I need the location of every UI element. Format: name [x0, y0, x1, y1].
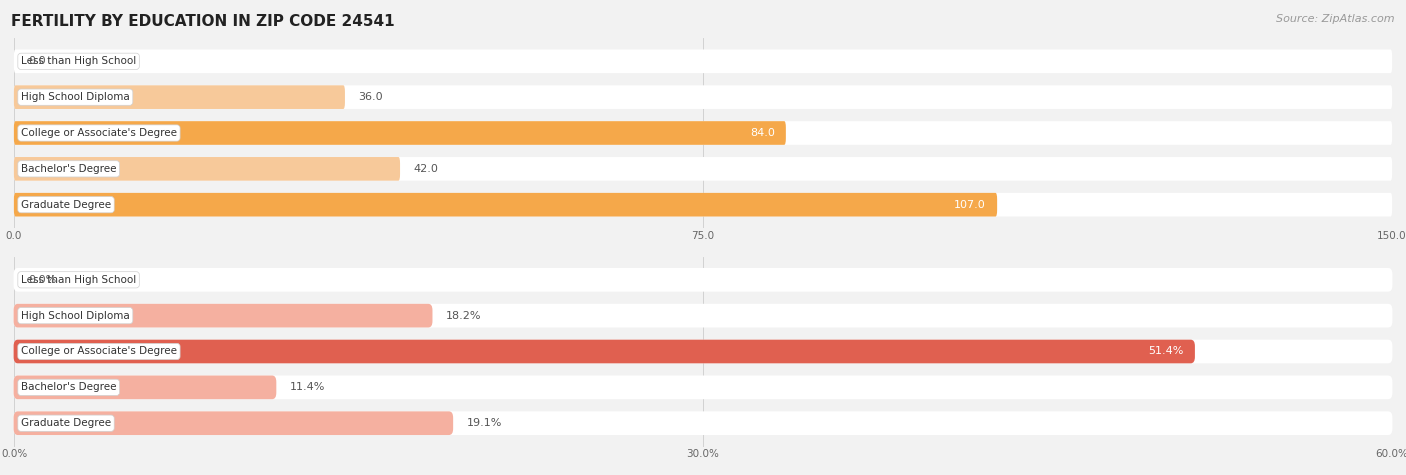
Text: 42.0: 42.0	[413, 164, 439, 174]
FancyBboxPatch shape	[14, 157, 1392, 180]
FancyBboxPatch shape	[14, 304, 1392, 327]
Text: High School Diploma: High School Diploma	[21, 92, 129, 102]
Text: 11.4%: 11.4%	[290, 382, 325, 392]
Text: FERTILITY BY EDUCATION IN ZIP CODE 24541: FERTILITY BY EDUCATION IN ZIP CODE 24541	[11, 14, 395, 29]
FancyBboxPatch shape	[14, 340, 1195, 363]
Text: Less than High School: Less than High School	[21, 275, 136, 285]
Text: 0.0: 0.0	[28, 57, 45, 66]
Text: Bachelor's Degree: Bachelor's Degree	[21, 164, 117, 174]
Text: 18.2%: 18.2%	[446, 311, 481, 321]
Text: Less than High School: Less than High School	[21, 57, 136, 66]
Text: High School Diploma: High School Diploma	[21, 311, 129, 321]
FancyBboxPatch shape	[14, 86, 344, 109]
Text: 84.0: 84.0	[749, 128, 775, 138]
FancyBboxPatch shape	[14, 340, 1392, 363]
Text: Graduate Degree: Graduate Degree	[21, 418, 111, 428]
Text: College or Associate's Degree: College or Associate's Degree	[21, 346, 177, 357]
Text: Graduate Degree: Graduate Degree	[21, 200, 111, 209]
Text: 0.0%: 0.0%	[28, 275, 56, 285]
Text: College or Associate's Degree: College or Associate's Degree	[21, 128, 177, 138]
FancyBboxPatch shape	[14, 193, 1392, 217]
FancyBboxPatch shape	[14, 411, 1392, 435]
FancyBboxPatch shape	[14, 268, 1392, 292]
Text: Bachelor's Degree: Bachelor's Degree	[21, 382, 117, 392]
FancyBboxPatch shape	[14, 376, 1392, 399]
Text: 107.0: 107.0	[955, 200, 986, 209]
FancyBboxPatch shape	[14, 193, 997, 217]
FancyBboxPatch shape	[14, 157, 401, 180]
FancyBboxPatch shape	[14, 49, 1392, 73]
Text: 19.1%: 19.1%	[467, 418, 502, 428]
Text: Source: ZipAtlas.com: Source: ZipAtlas.com	[1277, 14, 1395, 24]
Text: 36.0: 36.0	[359, 92, 384, 102]
FancyBboxPatch shape	[14, 121, 1392, 145]
FancyBboxPatch shape	[14, 376, 277, 399]
Text: 51.4%: 51.4%	[1149, 346, 1184, 357]
FancyBboxPatch shape	[14, 121, 786, 145]
FancyBboxPatch shape	[14, 304, 433, 327]
FancyBboxPatch shape	[14, 86, 1392, 109]
FancyBboxPatch shape	[14, 411, 453, 435]
